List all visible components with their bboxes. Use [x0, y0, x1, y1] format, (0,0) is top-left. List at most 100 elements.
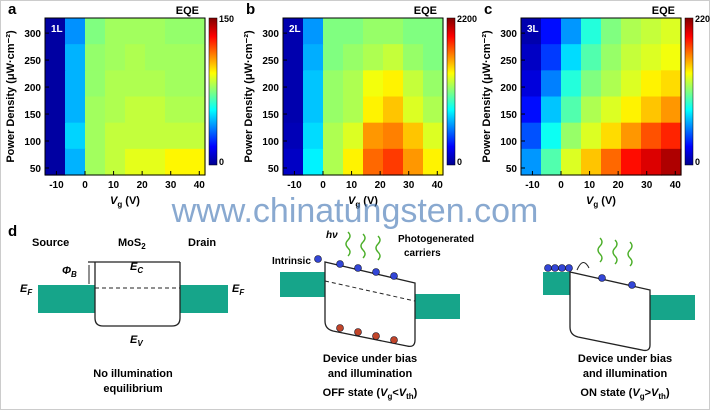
- heatmap-cell: [541, 148, 562, 176]
- heatmap-cell: [641, 96, 662, 124]
- drain-block: [180, 285, 228, 313]
- heatmap-cell: [145, 148, 166, 176]
- drain-label: Drain: [188, 237, 216, 249]
- heatmap-cell: [383, 96, 404, 124]
- heatmap-cell: [601, 70, 622, 98]
- heatmap-cell: [343, 18, 364, 45]
- heatmap-cell: [541, 44, 562, 71]
- drain-block: [650, 295, 695, 320]
- y-tick-label: 200: [500, 83, 517, 94]
- heatmap-cell: [581, 70, 602, 98]
- heatmap-cell: [521, 18, 542, 45]
- x-axis-label: Vg (V): [348, 195, 378, 209]
- heatmap-cell: [65, 96, 86, 124]
- heatmap-cell: [323, 70, 344, 98]
- panel-label: b: [246, 1, 255, 18]
- heatmap-cell: [541, 70, 562, 98]
- plot-frame: [282, 17, 444, 176]
- y-tick-label: 150: [24, 110, 41, 121]
- heatmap-cell: [521, 96, 542, 124]
- x-axis-label-sub: g: [593, 200, 598, 209]
- colorbar-max: 2200: [695, 14, 710, 24]
- x-tick-label: 10: [346, 180, 358, 191]
- colorbar-max: 150: [219, 14, 234, 24]
- heatmap-cell: [343, 148, 364, 176]
- panel-title: EQE: [414, 5, 437, 17]
- heatmap-cell: [283, 70, 304, 98]
- heatmap-cell: [85, 122, 106, 150]
- caption: Device under bias: [323, 353, 417, 365]
- heatmap-cell: [423, 96, 444, 124]
- heatmap-cell: [521, 44, 542, 71]
- x-axis-label-sub: g: [117, 200, 122, 209]
- photogenerated-label: carriers: [404, 248, 441, 259]
- heatmap-cell: [403, 70, 424, 98]
- x-axis-label-main: V: [348, 195, 357, 207]
- heatmap-cell: [541, 122, 562, 150]
- panel-title: EQE: [176, 5, 199, 17]
- heatmap-cell: [343, 122, 364, 150]
- colorbar: [446, 17, 456, 166]
- heatmap-cell: [343, 96, 364, 124]
- x-tick-label: 0: [82, 180, 88, 191]
- plot-frame: [520, 17, 682, 176]
- heatmap-cell: [423, 44, 444, 71]
- x-tick-label: -10: [525, 180, 540, 191]
- y-tick-label: 200: [24, 83, 41, 94]
- fermi-level: [324, 280, 416, 302]
- x-axis-label: Vg (V): [586, 195, 616, 209]
- heatmap-cell: [641, 122, 662, 150]
- heatmap-cell: [145, 96, 166, 124]
- heatmap-cell: [65, 148, 86, 176]
- heatmap-cell: [185, 122, 206, 150]
- heatmap-cell: [105, 44, 126, 71]
- colorbar: [684, 17, 694, 166]
- heatmap-cell: [581, 18, 602, 45]
- heatmap-cell: [521, 70, 542, 98]
- heatmap-cell: [45, 70, 66, 98]
- heatmap-cell: [541, 96, 562, 124]
- heatmap-cell: [423, 18, 444, 45]
- heatmap-cell: [105, 18, 126, 45]
- caption: equilibrium: [103, 383, 163, 395]
- heatmap-cell: [125, 44, 146, 71]
- heatmap-cell: [601, 96, 622, 124]
- x-axis-label-unit: (V): [122, 195, 140, 207]
- photons: [345, 231, 381, 261]
- heatmap-cell: [323, 148, 344, 176]
- heatmap-cell: [343, 44, 364, 71]
- heatmap-cell: [145, 70, 166, 98]
- heatmap-cell: [363, 44, 384, 71]
- heatmap-cell: [145, 44, 166, 71]
- x-tick-label: 40: [194, 180, 206, 191]
- x-axis-label-unit: (V): [360, 195, 378, 207]
- heatmap-cell: [641, 148, 662, 176]
- heatmap-cell: [561, 18, 582, 45]
- heatmap-cell: [561, 44, 582, 71]
- heatmap-cell: [283, 44, 304, 71]
- heatmap-cell: [185, 70, 206, 98]
- inset-label: 3L: [527, 24, 539, 35]
- source-label: Source: [32, 237, 69, 249]
- heatmap-cell: [45, 122, 66, 150]
- caption: and illumination: [328, 368, 413, 380]
- holes: [336, 324, 398, 344]
- heatmap-cell: [165, 96, 186, 124]
- heatmap-cell: [363, 70, 384, 98]
- y-tick-label: 250: [262, 56, 279, 67]
- heatmap-cell: [383, 18, 404, 45]
- y-tick-label: 150: [500, 110, 517, 121]
- heatmap-cell: [363, 122, 384, 150]
- heatmap-cell: [323, 96, 344, 124]
- x-tick-label: 0: [558, 180, 564, 191]
- heatmap-cell: [303, 44, 324, 71]
- heatmap-cell: [85, 148, 106, 176]
- state-label: OFF state (Vg<Vth): [323, 387, 418, 401]
- heatmap-cell: [661, 122, 682, 150]
- y-tick-label: 200: [262, 83, 279, 94]
- heatmap-cell: [581, 148, 602, 176]
- y-tick-label: 50: [506, 164, 518, 175]
- heatmap-cell: [323, 122, 344, 150]
- heatmap-cell: [165, 70, 186, 98]
